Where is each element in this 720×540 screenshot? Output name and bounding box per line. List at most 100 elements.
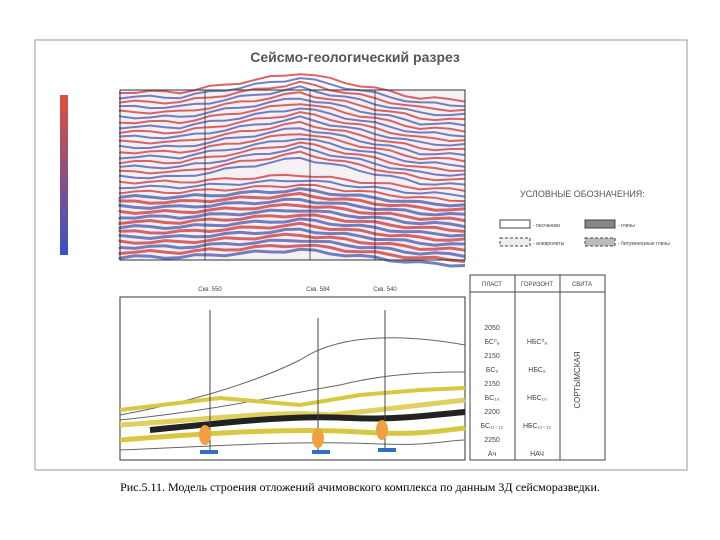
- horizon: НБС⁰₈: [527, 338, 547, 346]
- table-header: ГОРИЗОНТ: [521, 282, 553, 288]
- scale-cell: [60, 195, 68, 199]
- seismic-reflector: [119, 115, 466, 147]
- seismic-reflector: [118, 202, 466, 223]
- scale-cell: [60, 107, 68, 111]
- seismic-reflector: [119, 73, 466, 103]
- scale-cell: [60, 127, 68, 131]
- seismic-reflector: [118, 238, 466, 258]
- well-label: Скв. 584: [306, 287, 330, 293]
- well-label: Скв. 550: [198, 287, 222, 293]
- scale-cell: [60, 95, 68, 99]
- scale-cell: [60, 191, 68, 195]
- scale-cell: [60, 235, 68, 239]
- seismic-reflector: [119, 103, 466, 133]
- scale-cell: [60, 115, 68, 119]
- scale-cell: [60, 131, 68, 135]
- scale-cell: [60, 187, 68, 191]
- legend-swatch: [584, 219, 616, 229]
- scale-cell: [60, 227, 68, 231]
- scale-cell: [60, 139, 68, 143]
- depth: 2200: [484, 409, 500, 416]
- scale-cell: [60, 219, 68, 223]
- scale-cell: [60, 247, 68, 251]
- seismic-reflector: [119, 183, 466, 203]
- scale-cell: [60, 207, 68, 211]
- legend-swatch: [499, 237, 531, 247]
- horizon: НБС₁₀: [527, 395, 547, 402]
- depth: 2050: [484, 325, 500, 332]
- scale-cell: [60, 135, 68, 139]
- seismic-reflector: [119, 111, 466, 143]
- seismic-reflector: [118, 187, 466, 208]
- scale-cell: [60, 175, 68, 179]
- geological-section: [119, 296, 466, 461]
- seismic-reflector: [119, 80, 466, 113]
- horizon: НАЧ: [530, 451, 544, 458]
- scale-cell: [60, 159, 68, 163]
- scale-cell: [60, 147, 68, 151]
- horizon: НБС₁₁₋₁₂: [523, 423, 551, 430]
- seismic-reflector: [118, 213, 466, 233]
- seismic-reflector: [119, 77, 466, 108]
- seismic-reflector: [119, 91, 466, 122]
- scale-cell: [60, 167, 68, 171]
- layer: БС₁₁₋₁₂: [480, 423, 503, 430]
- scale-cell: [60, 179, 68, 183]
- depth: 2150: [484, 381, 500, 388]
- seismic-section: [118, 73, 466, 268]
- scale-cell: [60, 251, 68, 255]
- seismic-reflector: [118, 197, 466, 217]
- legend-label: - алевролиты: [533, 241, 565, 247]
- seismic-reflector: [119, 107, 466, 138]
- seismic-reflector: [119, 127, 466, 156]
- scale-cell: [60, 99, 68, 103]
- seismic-reflector: [119, 150, 466, 182]
- legend-label: - песчаники: [533, 223, 560, 229]
- seismic-reflector: [118, 227, 466, 247]
- seismic-reflector: [119, 179, 466, 198]
- table-header: ПЛАСТ: [482, 282, 502, 288]
- seismic-reflector: [119, 156, 466, 186]
- horizon: НБС₉: [528, 367, 546, 374]
- scale-cell: [60, 151, 68, 155]
- scale-cell: [60, 123, 68, 127]
- legend-label: - глины: [618, 223, 635, 229]
- seismic-reflector: [119, 137, 466, 168]
- depth: 2150: [484, 353, 500, 360]
- scale-cell: [60, 111, 68, 115]
- layer: БС₉: [486, 367, 499, 374]
- scale-cell: [60, 171, 68, 175]
- scale-cell: [60, 211, 68, 215]
- suite-name: СОРТЫМСКАЯ: [573, 351, 582, 408]
- scale-cell: [60, 119, 68, 123]
- legend-swatch: [499, 219, 531, 229]
- strat-table: СОРТЫМСКАЯ ПЛАСТ ГОРИЗОНТ СВИТА 2050 БС⁰₈ НБС…: [469, 274, 606, 461]
- figure-title: Сейсмо-геологический разрез: [250, 49, 460, 65]
- color-scale: [60, 95, 68, 255]
- seismic-clip: [119, 89, 466, 261]
- seismic-reflector: [119, 97, 466, 127]
- scale-cell: [60, 103, 68, 107]
- legend-label: - битуминозные глины: [618, 241, 670, 247]
- seismic-reflector: [119, 133, 466, 163]
- scale-cell: [60, 239, 68, 243]
- scale-cell: [60, 203, 68, 207]
- legend-swatch: [584, 237, 616, 247]
- seismic-reflector: [119, 173, 466, 192]
- caption: Рис.5.11. Модель строения отложений ачим…: [120, 480, 600, 494]
- depth: 2250: [484, 437, 500, 444]
- well-label: Скв. 540: [373, 287, 397, 293]
- scale-cell: [60, 143, 68, 147]
- seismic-reflector: [118, 191, 466, 212]
- scale-cell: [60, 155, 68, 159]
- scale-cell: [60, 199, 68, 203]
- legend-title: УСЛОВНЫЕ ОБОЗНАЧЕНИЯ:: [520, 189, 645, 199]
- seismic-reflector: [118, 232, 466, 252]
- seismic-reflector: [118, 217, 466, 238]
- seismic-reflector: [118, 221, 466, 242]
- layer: БС⁰₈: [484, 338, 499, 346]
- scale-cell: [60, 215, 68, 219]
- seismic-reflector: [118, 208, 466, 229]
